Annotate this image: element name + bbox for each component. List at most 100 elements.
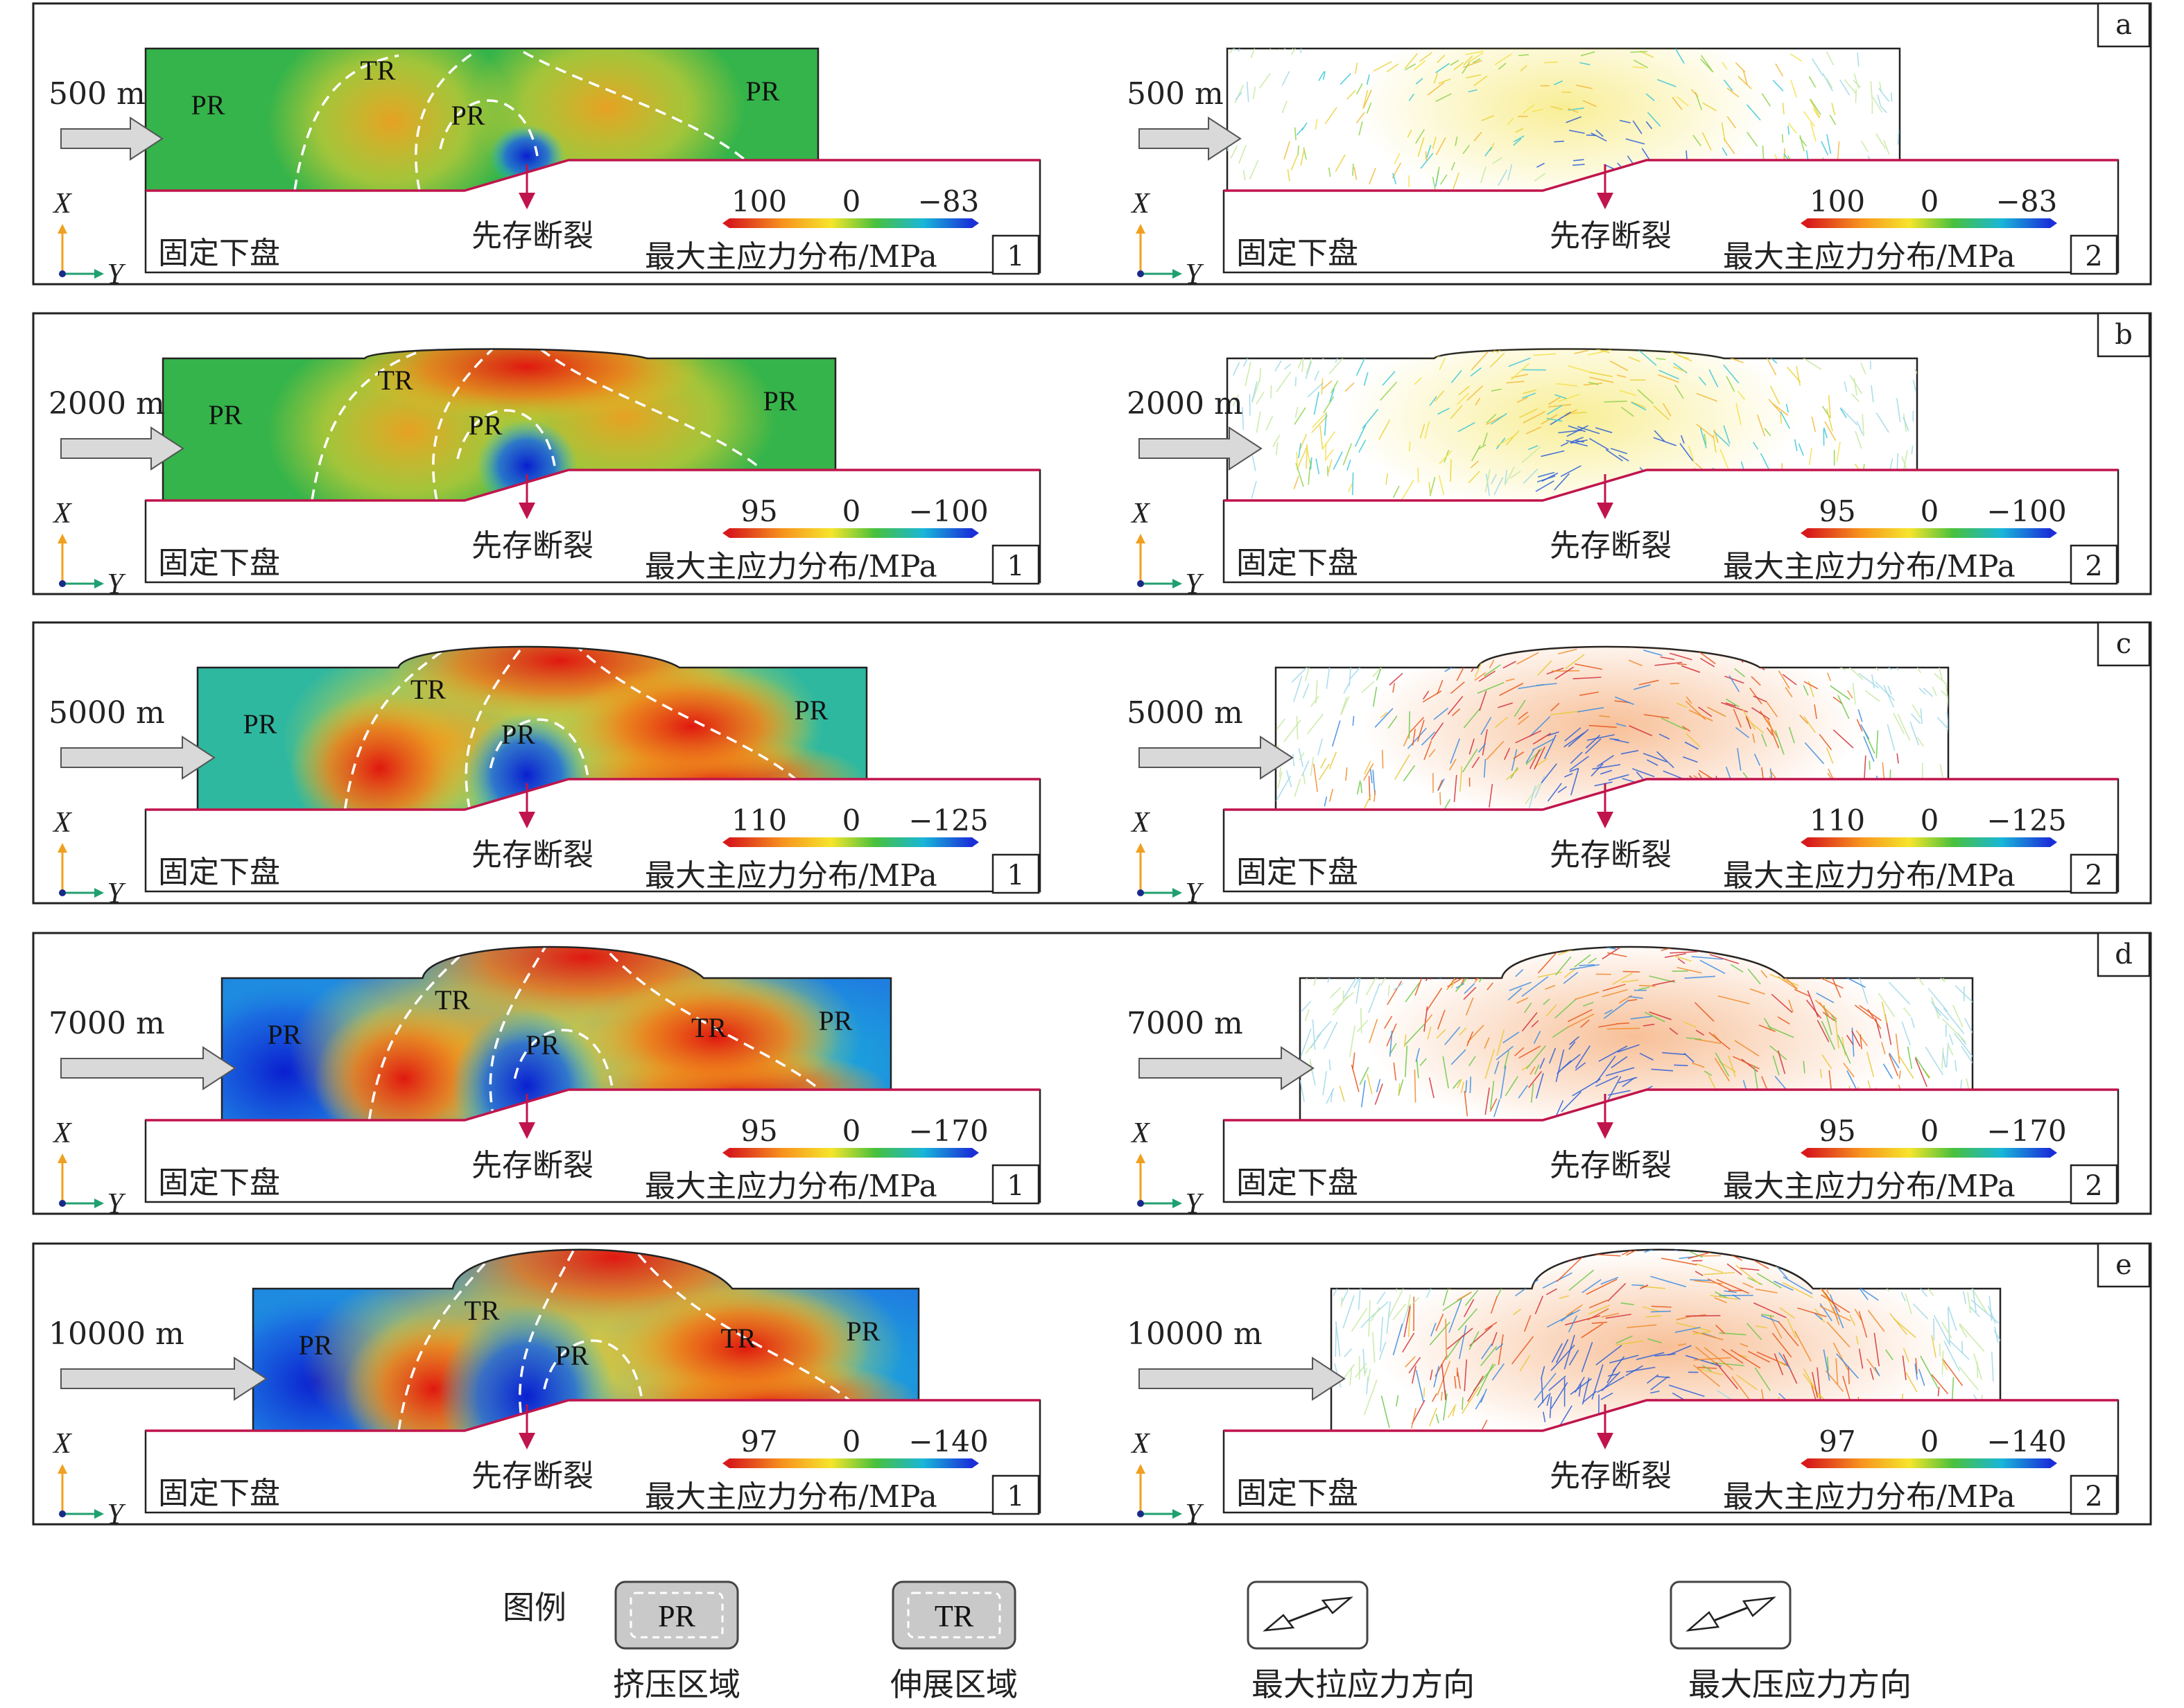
stress-vector	[1390, 1249, 1414, 1262]
stress-vector	[1936, 717, 1948, 733]
stress-vector	[1574, 954, 1591, 968]
stress-vector	[1941, 1350, 1944, 1375]
model-outline	[220, 946, 892, 1122]
stress-vector	[1599, 715, 1611, 718]
stress-vector	[1493, 1099, 1500, 1117]
stress-vector	[1855, 430, 1862, 449]
stress-vector	[1581, 1323, 1604, 1339]
stress-vector	[1403, 1034, 1407, 1047]
stress-vector	[1905, 1293, 1912, 1314]
stress-vector	[1534, 775, 1545, 799]
stress-vector	[1933, 1314, 1951, 1347]
stress-vector	[1478, 670, 1496, 682]
stress-vector	[1353, 166, 1358, 180]
stress-vector	[1877, 94, 1882, 106]
stress-vector	[1306, 358, 1312, 374]
stress-vector	[1499, 682, 1524, 697]
stress-vector	[1654, 661, 1683, 666]
stress-vector	[1534, 746, 1545, 769]
fault-surface-line	[1224, 1088, 2118, 1122]
stress-vector	[1896, 652, 1908, 666]
stress-vector	[1829, 114, 1837, 125]
stress-vector	[1724, 675, 1744, 684]
stress-vector	[1404, 1023, 1425, 1046]
stress-vector	[1611, 1056, 1628, 1069]
stress-vector	[1472, 58, 1481, 64]
stress-vector	[1432, 176, 1436, 190]
push-direction-arrow	[60, 735, 216, 780]
colorbar-zero-value: 0	[1921, 184, 1939, 218]
stress-vector	[1608, 774, 1629, 781]
stress-vector	[1821, 1054, 1832, 1070]
stress-vector	[1566, 116, 1582, 123]
stress-vector	[1312, 1019, 1316, 1050]
stress-vector	[1704, 1271, 1735, 1275]
stress-vector	[1367, 1074, 1373, 1095]
colorbar-max-cap	[972, 528, 979, 538]
stress-vector	[1279, 767, 1282, 777]
stress-vector	[1374, 1083, 1383, 1105]
stress-vector	[1778, 1321, 1799, 1347]
stress-vector	[1525, 783, 1540, 805]
stress-vector	[1522, 104, 1535, 114]
stress-vector	[1941, 1321, 1952, 1339]
stress-vector	[1682, 726, 1691, 732]
subpanel-number: 1	[1007, 1170, 1024, 1202]
stress-vector	[1457, 392, 1470, 406]
stress-vector	[1586, 734, 1601, 749]
axis-x-arrowhead	[1136, 534, 1145, 543]
stress-vector	[1756, 414, 1766, 437]
stress-vector	[1518, 711, 1528, 720]
colorbar-min-value: −83	[1996, 184, 2058, 218]
stress-vector	[1915, 1357, 1918, 1375]
stress-vector	[1369, 1307, 1380, 1322]
stress-vector	[1435, 166, 1440, 182]
stress-vector	[1595, 1075, 1619, 1087]
subpanel-number: 1	[1007, 241, 1024, 272]
stress-vector	[1819, 733, 1832, 751]
stress-vector	[1636, 1352, 1665, 1361]
region-label-pr-right: PR	[795, 695, 829, 726]
stress-vector	[1888, 982, 1911, 1005]
stress-vector	[1463, 708, 1481, 729]
legend-item-label: 挤压区域	[613, 1666, 740, 1703]
axis-x-label: X	[1130, 1117, 1151, 1149]
stress-vector	[1419, 1058, 1427, 1066]
stress-vector	[1346, 459, 1351, 471]
stress-vector	[1854, 1004, 1874, 1020]
stress-vector	[1706, 706, 1726, 717]
subpanel-number-box	[991, 234, 1040, 275]
stress-vector	[1616, 1022, 1629, 1025]
stress-vector	[1627, 155, 1633, 164]
stress-vector	[1536, 683, 1557, 686]
stress-vector	[1896, 952, 1915, 968]
stress-vector	[1516, 397, 1528, 403]
stress-vector	[1382, 625, 1389, 642]
stress-vector	[1524, 634, 1539, 643]
stress-vector	[1435, 1314, 1444, 1332]
stress-vector	[1677, 663, 1687, 665]
stress-vector	[1568, 1315, 1578, 1333]
stress-vector	[1543, 998, 1550, 1005]
stress-vector	[1676, 702, 1688, 708]
panel-letter: e	[2115, 1249, 2132, 1281]
fixed-footwall-label: 固定下盘	[1236, 236, 1358, 271]
stress-vector	[1797, 1307, 1827, 1318]
stress-vector	[1931, 1335, 1936, 1358]
stress-vector	[1393, 647, 1399, 650]
stress-vector	[1576, 85, 1593, 89]
stress-vector	[1696, 424, 1715, 439]
displacement-label: 10000 m	[49, 1316, 184, 1352]
stress-vector	[1699, 428, 1707, 448]
stress-vector	[1934, 1005, 1949, 1021]
stress-vector	[1287, 168, 1290, 182]
stress-vector	[1453, 1271, 1485, 1289]
stress-vector	[1533, 353, 1557, 356]
stress-vector	[1468, 1056, 1476, 1067]
fault-surface-line	[146, 778, 1040, 811]
stress-vector	[1749, 988, 1765, 995]
stress-vector	[1550, 105, 1563, 110]
legend-swatch	[892, 1580, 1016, 1650]
panel-letter: a	[2115, 9, 2132, 41]
